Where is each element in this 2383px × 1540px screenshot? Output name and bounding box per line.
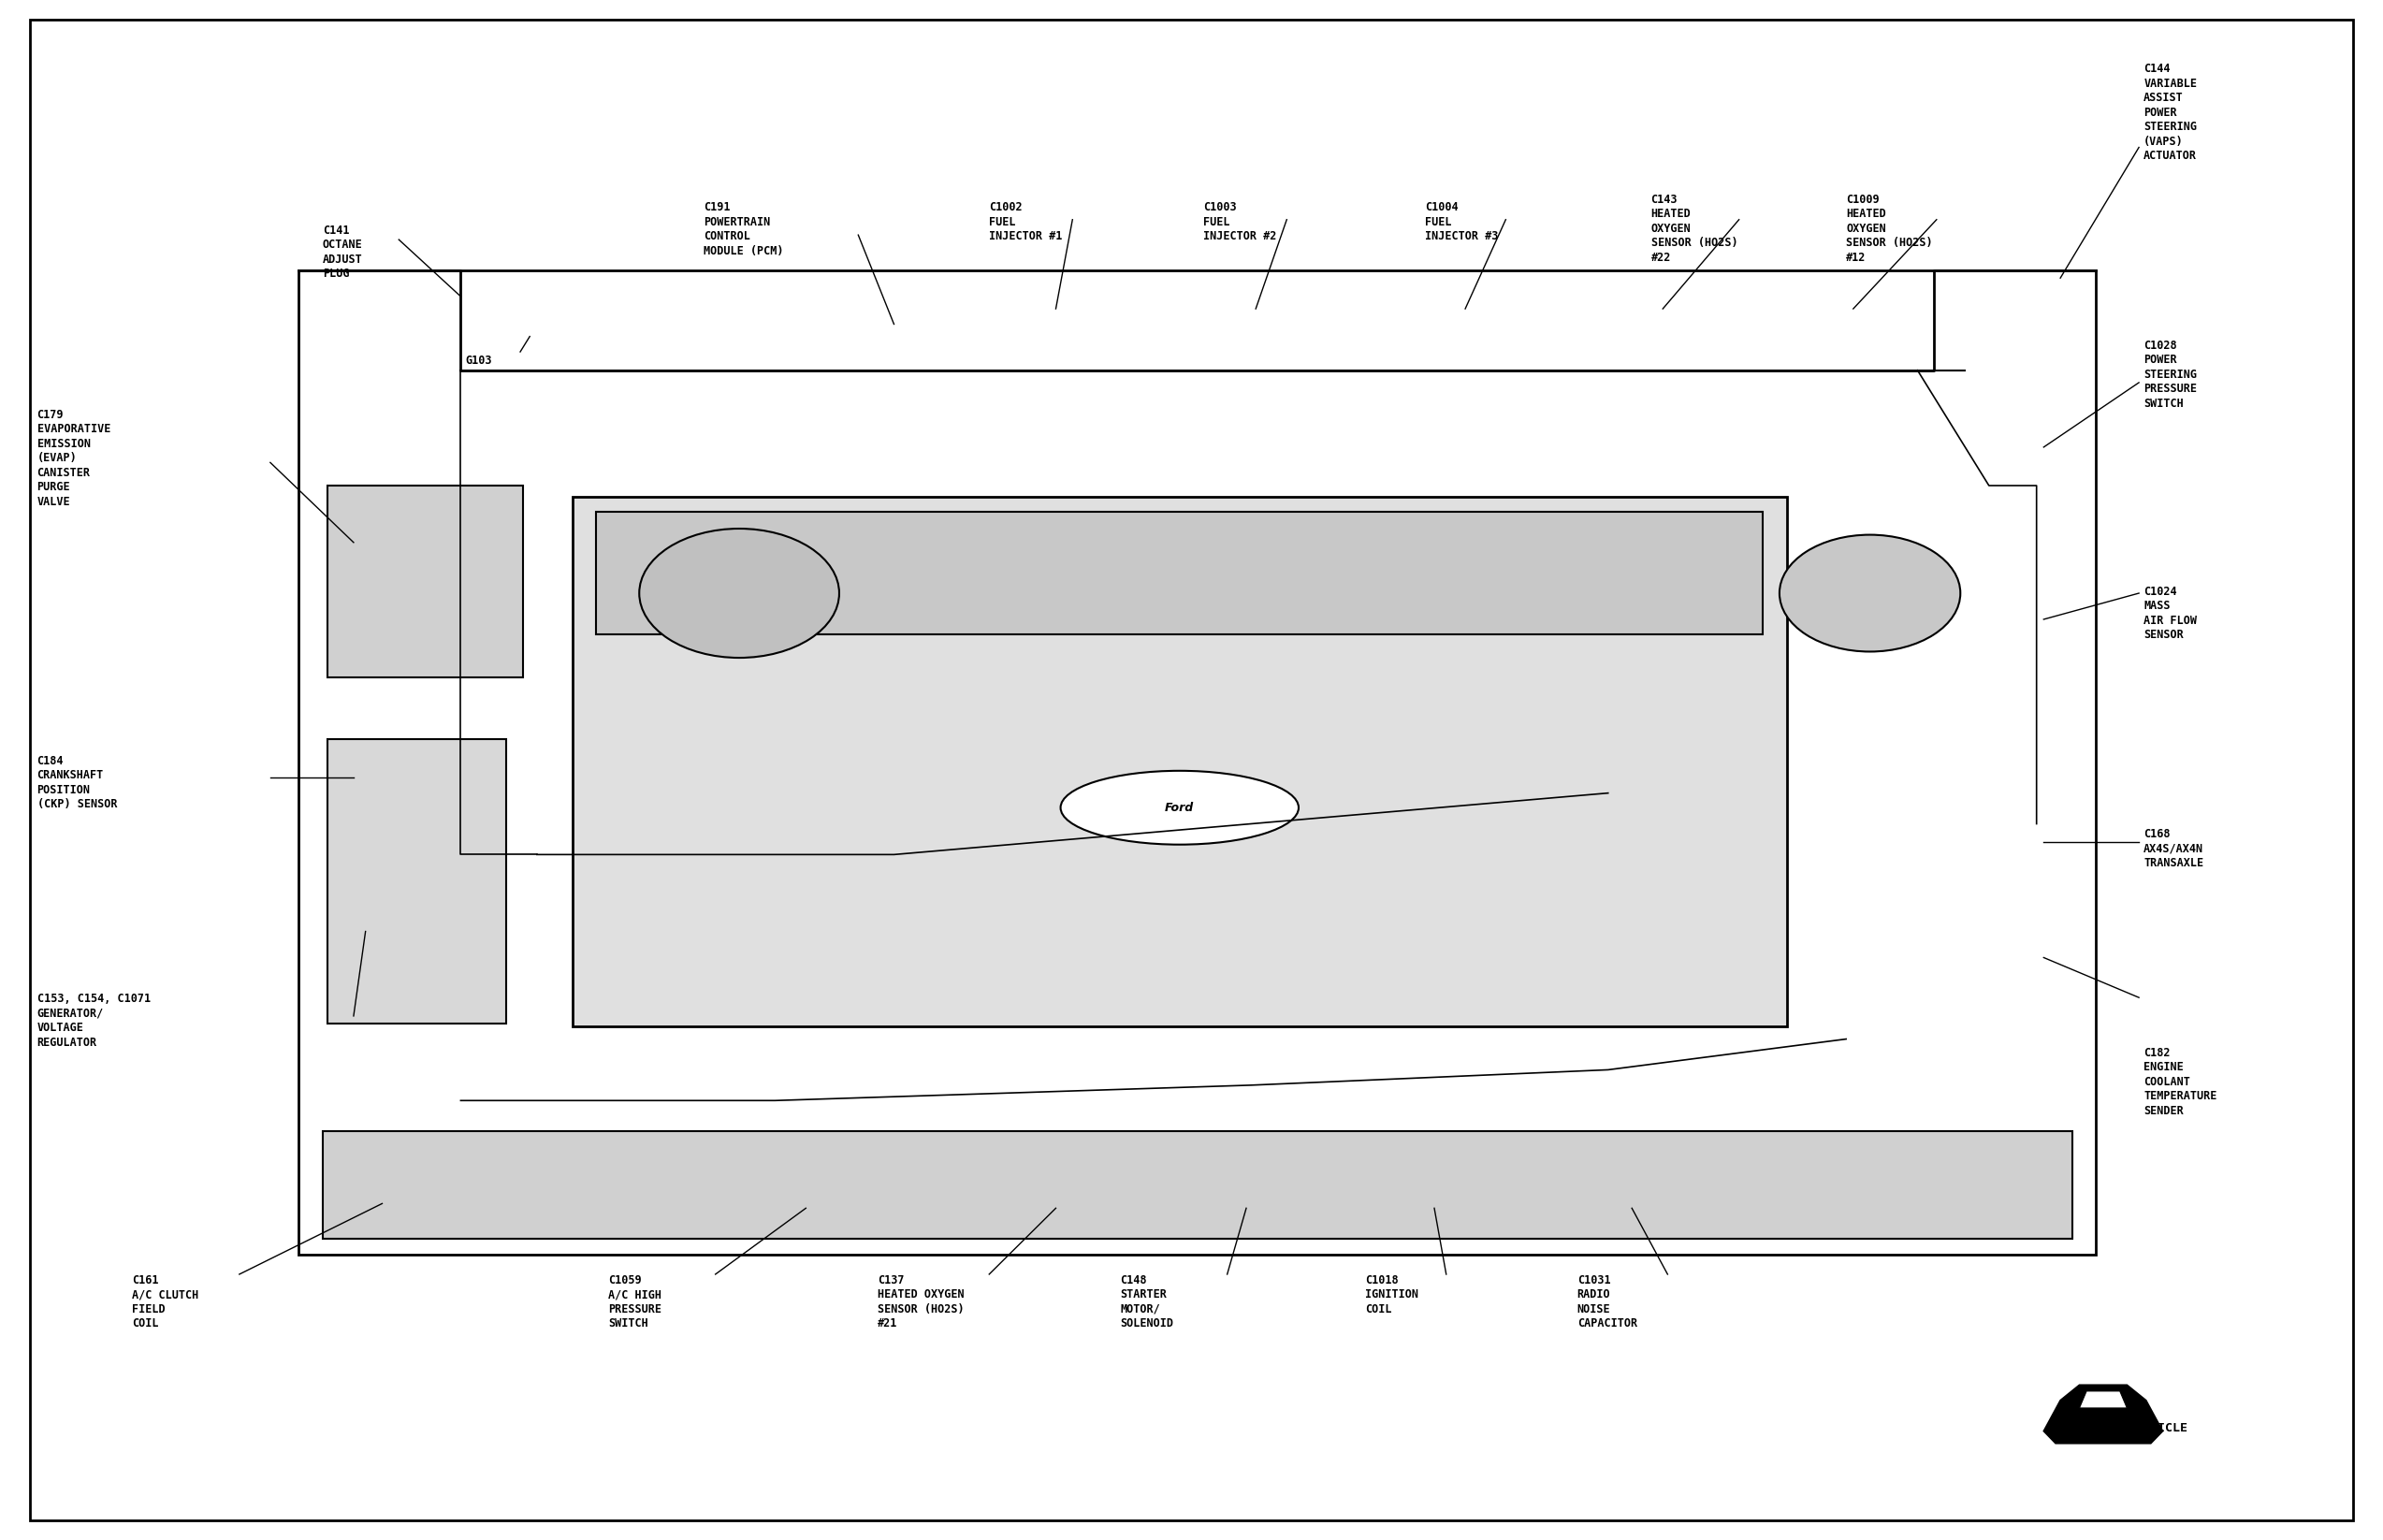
- Polygon shape: [2080, 1391, 2128, 1408]
- Ellipse shape: [1060, 770, 1299, 844]
- Text: C1002
FUEL
INJECTOR #1: C1002 FUEL INJECTOR #1: [989, 202, 1063, 242]
- Bar: [572, 496, 1787, 1027]
- Circle shape: [1780, 534, 1961, 651]
- Text: C168
AX4S/AX4N
TRANSAXLE: C168 AX4S/AX4N TRANSAXLE: [2145, 829, 2204, 870]
- Text: C1003
FUEL
INJECTOR #2: C1003 FUEL INJECTOR #2: [1203, 202, 1277, 242]
- Bar: [326, 485, 522, 678]
- Text: C1018
IGNITION
COIL: C1018 IGNITION COIL: [1365, 1274, 1418, 1315]
- Text: C161
A/C CLUTCH
FIELD
COIL: C161 A/C CLUTCH FIELD COIL: [131, 1274, 198, 1331]
- Text: C1009
HEATED
OXYGEN
SENSOR (HO2S)
#12: C1009 HEATED OXYGEN SENSOR (HO2S) #12: [1847, 194, 1933, 263]
- Text: C144
VARIABLE
ASSIST
POWER
STEERING
(VAPS)
ACTUATOR: C144 VARIABLE ASSIST POWER STEERING (VAP…: [2145, 63, 2197, 162]
- Text: C137
HEATED OXYGEN
SENSOR (HO2S)
#21: C137 HEATED OXYGEN SENSOR (HO2S) #21: [877, 1274, 965, 1331]
- Circle shape: [639, 528, 839, 658]
- Bar: [322, 1132, 2073, 1238]
- Text: C179
EVAPORATIVE
EMISSION
(EVAP)
CANISTER
PURGE
VALVE: C179 EVAPORATIVE EMISSION (EVAP) CANISTE…: [38, 408, 110, 508]
- Text: G103: G103: [465, 354, 493, 367]
- Text: C141
OCTANE
ADJUST
PLUG: C141 OCTANE ADJUST PLUG: [322, 225, 362, 280]
- Text: C1028
POWER
STEERING
PRESSURE
SWITCH: C1028 POWER STEERING PRESSURE SWITCH: [2145, 339, 2197, 410]
- Text: C1059
A/C HIGH
PRESSURE
SWITCH: C1059 A/C HIGH PRESSURE SWITCH: [608, 1274, 662, 1331]
- Bar: [596, 511, 1763, 634]
- Text: Ford: Ford: [1165, 802, 1194, 813]
- Text: C182
ENGINE
COOLANT
TEMPERATURE
SENDER: C182 ENGINE COOLANT TEMPERATURE SENDER: [2145, 1047, 2216, 1116]
- Bar: [326, 739, 505, 1024]
- Text: C148
STARTER
MOTOR/
SOLENOID: C148 STARTER MOTOR/ SOLENOID: [1120, 1274, 1172, 1331]
- Text: FRONT OF VEHICLE: FRONT OF VEHICLE: [2068, 1421, 2188, 1434]
- Text: C191
POWERTRAIN
CONTROL
MODULE (PCM): C191 POWERTRAIN CONTROL MODULE (PCM): [703, 202, 784, 257]
- Text: C1024
MASS
AIR FLOW
SENSOR: C1024 MASS AIR FLOW SENSOR: [2145, 585, 2197, 641]
- Text: C143
HEATED
OXYGEN
SENSOR (HO2S)
#22: C143 HEATED OXYGEN SENSOR (HO2S) #22: [1651, 194, 1737, 263]
- Text: C184
CRANKSHAFT
POSITION
(CKP) SENSOR: C184 CRANKSHAFT POSITION (CKP) SENSOR: [38, 755, 117, 810]
- Polygon shape: [2045, 1384, 2164, 1443]
- Text: C1004
FUEL
INJECTOR #3: C1004 FUEL INJECTOR #3: [1425, 202, 1499, 242]
- Text: C153, C154, C1071
GENERATOR/
VOLTAGE
REGULATOR: C153, C154, C1071 GENERATOR/ VOLTAGE REG…: [38, 993, 150, 1049]
- Bar: [298, 271, 2097, 1254]
- Text: C1031
RADIO
NOISE
CAPACITOR: C1031 RADIO NOISE CAPACITOR: [1578, 1274, 1637, 1331]
